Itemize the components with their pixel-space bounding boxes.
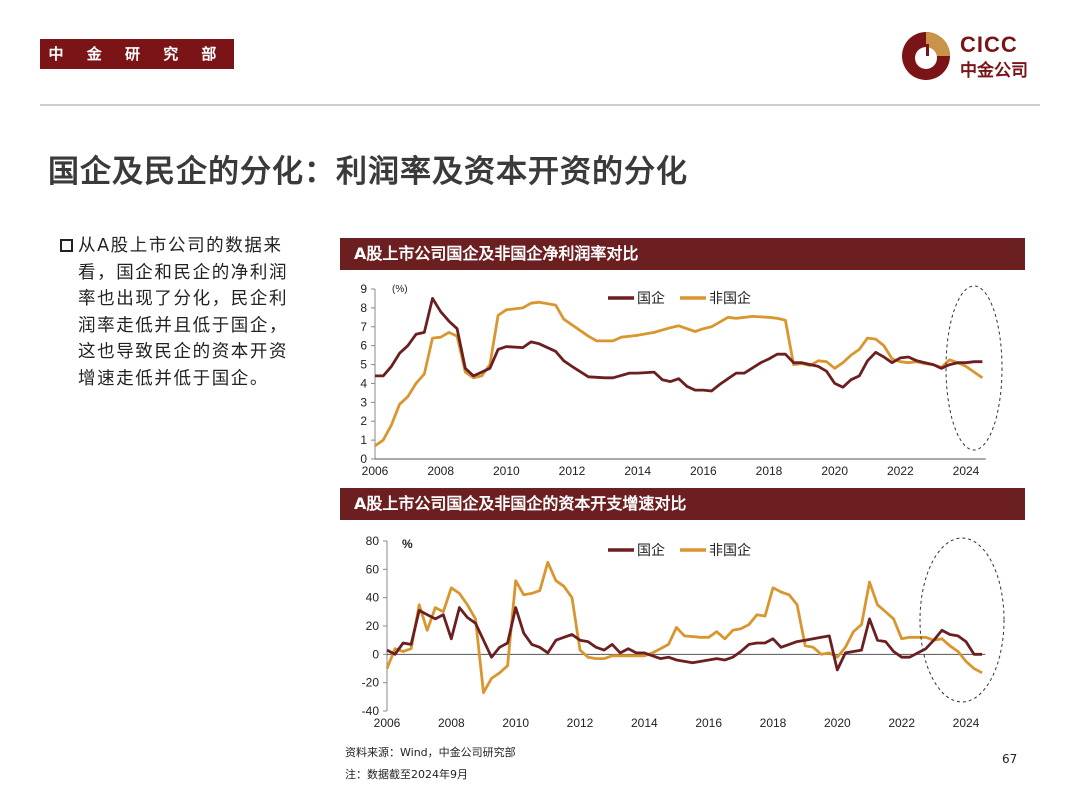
bullet-line: 增速走低并低于国企。 [78, 368, 269, 389]
bullet-line: 这也导致民企的资本开资 [78, 342, 289, 362]
chart2-title: A股上市公司国企及非国企的资本开支增速对比 [340, 488, 1025, 520]
y-unit-label: % [402, 537, 413, 551]
y-tick-label: 8 [360, 301, 367, 315]
x-tick-label: 2024 [953, 464, 980, 478]
y-tick-label: 5 [360, 358, 367, 372]
x-tick-label: 2014 [624, 464, 651, 478]
series-line-non-soe [385, 560, 983, 694]
y-tick-label: 60 [366, 562, 380, 576]
page-title: 国企及民企的分化：利润率及资本开资的分化 [48, 154, 688, 190]
x-tick-label: 2018 [760, 716, 787, 730]
data-note: 注：数据截至2024年9月 [345, 768, 468, 781]
source-note: 资料来源：Wind，中金公司研究部 [345, 746, 516, 759]
legend-label-non-soe: 非国企 [709, 542, 751, 558]
cicc-logo: CICC 中金公司 [900, 30, 1050, 82]
x-tick-label: 2010 [502, 716, 529, 730]
y-unit-label: (%) [392, 284, 408, 295]
y-tick-label: 80 [366, 534, 380, 548]
header-divider [40, 104, 1040, 106]
y-tick-label: 6 [360, 339, 367, 353]
y-tick-label: -20 [362, 676, 380, 690]
y-tick-label: 0 [360, 452, 367, 466]
x-tick-label: 2024 [953, 716, 980, 730]
y-tick-label: 4 [360, 376, 367, 390]
legend-label-soe: 国企 [637, 290, 665, 306]
x-tick-label: 2008 [427, 464, 454, 478]
department-label: 中 金 研 究 部 [40, 39, 234, 69]
logo-text-cn: 中金公司 [960, 61, 1028, 81]
series-line-non-soe [374, 300, 984, 447]
x-tick-label: 2018 [756, 464, 783, 478]
net-margin-chart: 0 1 2 3 4 5 6 7 8 9 2006 2008 2010 2012 2014 2016 2018 20… [360, 282, 1003, 478]
y-tick-label: 20 [366, 619, 380, 633]
x-tick-label: 2016 [695, 716, 722, 730]
bullet-line: 率也出现了分化，民企利 [78, 289, 289, 309]
page-number: 67 [1002, 752, 1018, 766]
y-tick-label: -40 [362, 704, 380, 718]
y-tick-label: 1 [360, 433, 367, 447]
capex-growth-chart: -40 -20 0 20 40 60 80 2006 2008 2010 2012 2014 2016 2… [362, 534, 1005, 730]
x-tick-label: 2014 [631, 716, 658, 730]
legend-label-soe: 国企 [637, 542, 665, 558]
x-tick-label: 2010 [493, 464, 520, 478]
highlight-ellipse [945, 285, 1003, 451]
logo-text-en: CICC [960, 32, 1018, 57]
bullet-text: 从A股上市公司的数据来 看，国企和民企的净利润 率也出现了分化，民企利 润率走低… [78, 233, 288, 392]
highlight-ellipse [919, 537, 1005, 703]
series-line-soe [386, 606, 983, 672]
y-tick-label: 7 [360, 320, 367, 334]
y-tick-label: 9 [360, 282, 367, 296]
x-tick-label: 2016 [690, 464, 717, 478]
y-tick-label: 40 [366, 591, 380, 605]
cicc-logo-icon [902, 32, 950, 80]
square-bullet-icon [60, 239, 73, 252]
x-tick-label: 2006 [374, 716, 401, 730]
x-tick-label: 2012 [567, 716, 594, 730]
x-tick-label: 2022 [888, 716, 915, 730]
x-tick-label: 2022 [887, 464, 914, 478]
x-tick-label: 2020 [821, 464, 848, 478]
bullet-line: 润率走低并且低于国企， [78, 315, 289, 336]
legend-label-non-soe: 非国企 [709, 290, 751, 306]
y-tick-label: 2 [360, 414, 367, 428]
x-tick-label: 2020 [824, 716, 851, 730]
y-tick-label: 3 [360, 395, 367, 409]
series-line-soe [375, 297, 983, 393]
bullet-line: 看，国企和民企的净利润 [78, 262, 289, 283]
bullet-line: 从A股上市公司的数据来 [78, 236, 283, 256]
x-tick-label: 2008 [438, 716, 465, 730]
x-tick-label: 2006 [362, 464, 389, 478]
x-tick-label: 2012 [559, 464, 586, 478]
y-tick-label: 0 [372, 647, 379, 661]
chart1-title: A股上市公司国企及非国企净利润率对比 [340, 238, 1025, 270]
